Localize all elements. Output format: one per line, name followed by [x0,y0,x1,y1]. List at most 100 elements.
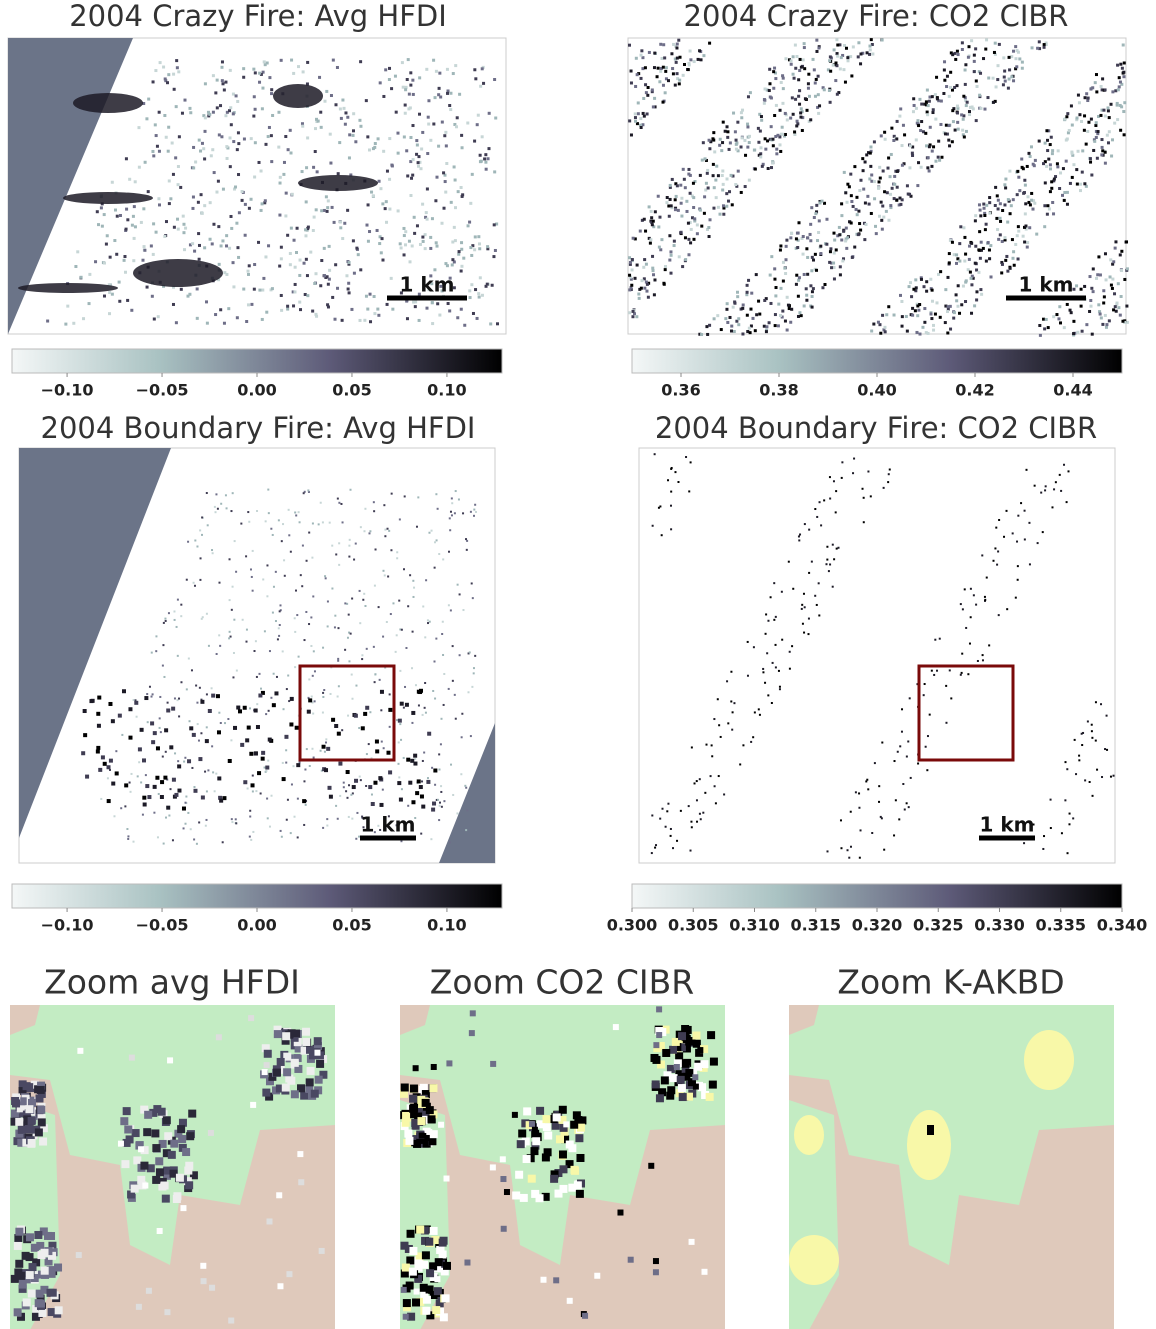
pixel [806,273,809,276]
pixel [746,146,749,149]
pixel [307,1067,315,1075]
pixel [802,623,804,625]
pixel [812,287,815,290]
pixel [859,62,862,65]
pixel [334,626,336,628]
pixel [887,156,890,159]
pixel [829,563,831,565]
pixel [755,313,758,316]
pixel [1010,55,1013,58]
pixel [470,735,472,737]
pixel [482,82,485,85]
pixel [1044,142,1047,145]
pixel [398,600,400,602]
pixel [346,797,348,799]
pixel [46,320,49,323]
pixel [926,166,929,169]
pixel [804,606,806,608]
pixel [273,1069,281,1077]
pixel [267,244,270,247]
pixel [925,280,928,283]
pixel [711,755,713,757]
pixel [49,1289,57,1297]
pixel [107,777,109,779]
pixel [934,639,936,641]
pixel [381,741,383,743]
pixel [159,717,161,719]
pixel [240,743,244,747]
pixel [1089,157,1092,160]
pixel [690,461,692,463]
pixel [858,189,861,192]
pixel [231,821,233,823]
pixel [840,819,842,821]
pixel [778,670,780,672]
pixel [766,139,769,142]
pixel [699,778,701,780]
pixel [832,64,835,67]
pixel [898,818,900,820]
pixel [896,120,899,123]
pixel [456,316,459,319]
pixel [1102,109,1105,112]
pixel [142,814,144,816]
pixel [414,1289,420,1295]
pixel [798,89,801,92]
pixel [174,156,177,159]
pixel [275,571,277,573]
pixel [446,92,449,95]
pixel [374,681,376,683]
pixel [371,802,375,806]
pixel [306,294,309,297]
pixel [874,225,877,228]
pixel [654,847,656,849]
pixel [680,202,683,205]
pixel [775,644,777,646]
pixel [639,117,642,120]
pixel [327,600,329,602]
pixel [682,168,685,171]
pixel [476,317,479,320]
pixel [711,744,713,746]
pixel [1091,333,1094,336]
pixel [302,1038,310,1046]
pixel [768,82,771,85]
pixel [769,274,772,277]
pixel [303,262,306,265]
pixel [265,520,267,522]
pixel [146,693,148,695]
pixel [233,619,235,621]
pixel [172,303,175,306]
pixel [965,104,968,107]
pixel [1020,158,1023,161]
pixel [302,70,305,73]
pixel [668,215,671,218]
pixel [438,314,441,317]
pixel [532,1137,540,1145]
pixel [544,1148,552,1156]
pixel [324,575,326,577]
pixel [477,292,480,295]
pixel [859,179,862,182]
pixel [210,154,213,157]
pixel [193,789,197,793]
pixel [145,117,148,120]
pixel [164,728,168,732]
pixel [917,763,919,765]
pixel [744,154,747,157]
pixel [858,807,860,809]
pixel [921,326,924,329]
pixel [512,1191,520,1199]
pixel [230,636,232,638]
pixel [293,765,295,767]
pixel [828,261,831,264]
pixel [779,244,782,247]
pixel [183,761,185,763]
pixel [1117,282,1120,285]
pixel [335,553,337,555]
pixel [1049,143,1052,146]
pixel [705,325,708,328]
pixel [643,218,646,221]
pixel [344,111,347,114]
pixel [654,453,656,455]
